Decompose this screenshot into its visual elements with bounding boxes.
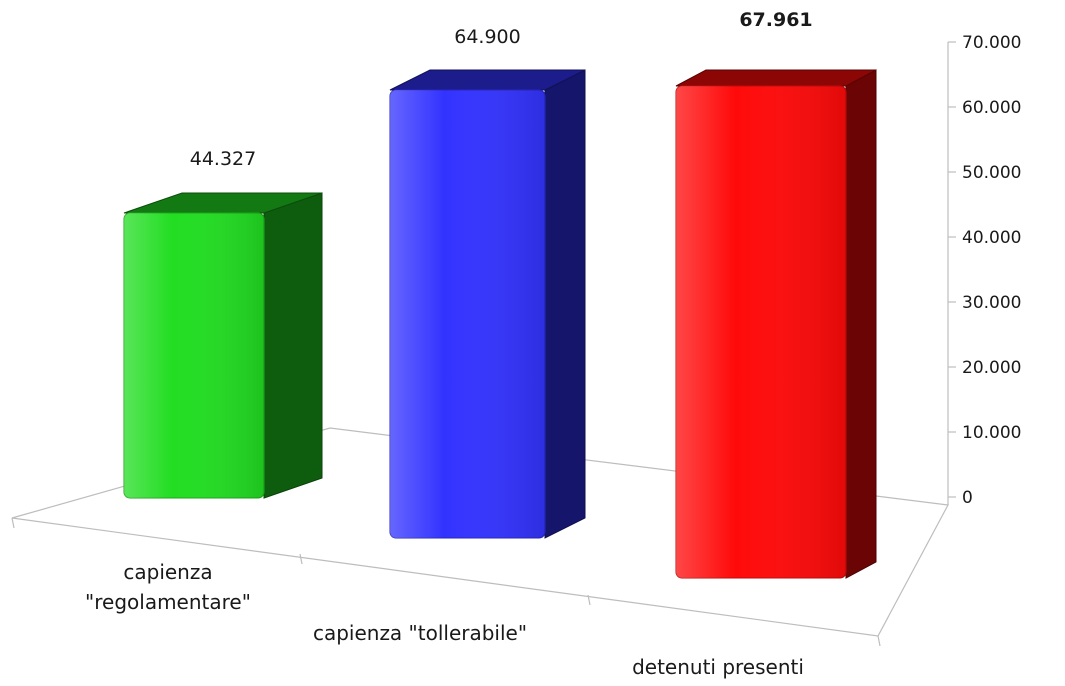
bar-side-face bbox=[845, 69, 877, 579]
y-tick-label: 20.000 bbox=[962, 358, 1021, 378]
y-tick-label: 30.000 bbox=[962, 293, 1021, 313]
category-label: capienza "tollerabile" bbox=[313, 621, 527, 645]
data-labels: 44.327 64.900 67.961 bbox=[190, 9, 813, 170]
y-tick-label: 50.000 bbox=[962, 163, 1021, 183]
bar bbox=[675, 69, 877, 579]
y-tick-label: 10.000 bbox=[962, 423, 1021, 443]
category-label: capienza "regolamentare" bbox=[85, 560, 251, 614]
bar-side-face bbox=[263, 192, 323, 499]
category-tick bbox=[877, 635, 881, 647]
bar-side-face bbox=[544, 69, 586, 539]
data-label: 44.327 bbox=[190, 148, 256, 170]
bar bbox=[123, 192, 323, 499]
category-tick bbox=[587, 594, 591, 606]
bar bbox=[389, 69, 586, 539]
bar-sheen bbox=[390, 90, 545, 538]
bar-sheen bbox=[676, 86, 846, 578]
bar-sheen bbox=[124, 213, 264, 498]
data-label: 67.961 bbox=[739, 9, 812, 31]
bars bbox=[123, 69, 877, 579]
category-tick bbox=[11, 517, 15, 529]
category-labels: capienza "regolamentare" capienza "tollera… bbox=[85, 560, 804, 679]
y-tick-label: 60.000 bbox=[962, 98, 1021, 118]
y-tick-label: 40.000 bbox=[962, 228, 1021, 248]
value-axis-ticks: 0 10.000 20.000 30.000 40.000 50.000 60.000 70.… bbox=[948, 33, 1021, 508]
bar-top-face bbox=[675, 69, 877, 87]
y-tick-label: 70.000 bbox=[962, 33, 1021, 53]
category-tick bbox=[299, 553, 303, 565]
data-label: 64.900 bbox=[454, 26, 520, 48]
y-tick-label: 0 bbox=[962, 488, 973, 508]
category-label: detenuti presenti bbox=[632, 655, 804, 679]
